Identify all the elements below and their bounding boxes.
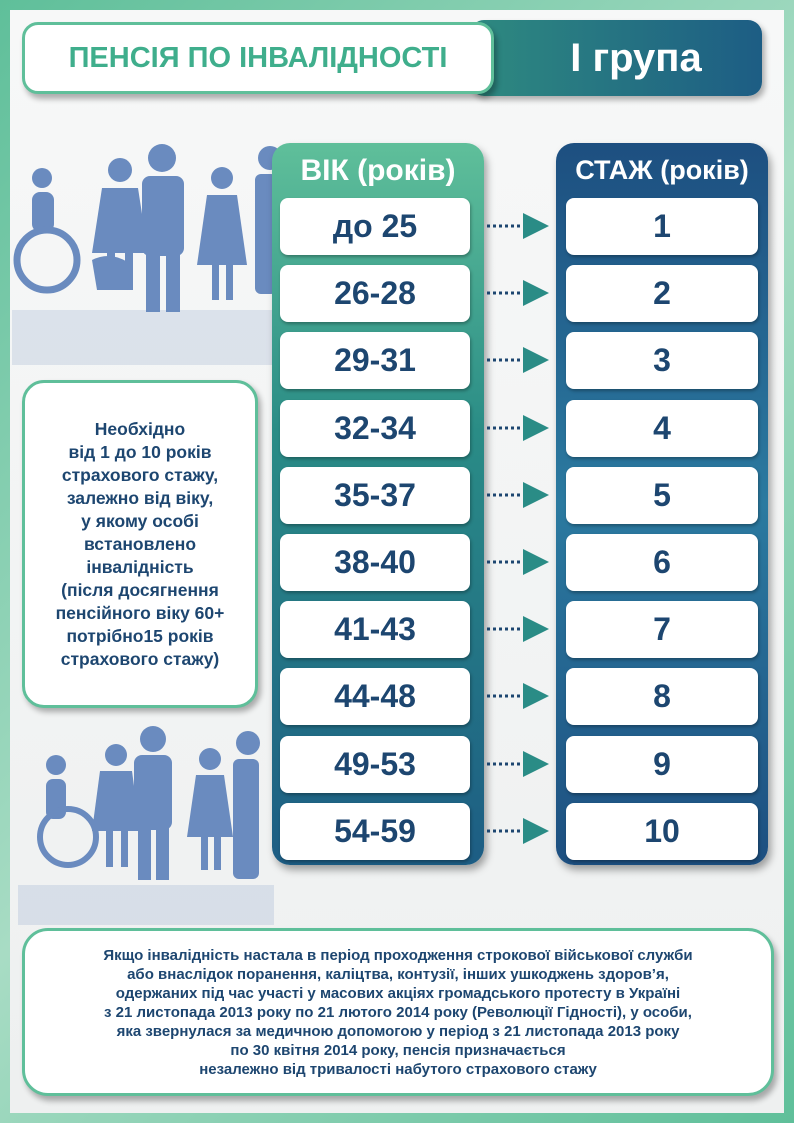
note-line: страхового стажу,: [61, 464, 219, 485]
age-range-cell: 44-48: [280, 668, 470, 726]
age-range-cell: 26-28: [280, 265, 470, 323]
dotted-arrow-icon: [487, 817, 549, 844]
footer-line: незалежно від тривалості набутого страхо…: [199, 1060, 597, 1078]
dotted-arrow-icon: [487, 347, 549, 374]
experience-years-cell: 10: [566, 802, 758, 860]
age-column: ВІК (років) до 25 26-28 29-31 32-34 35-37 38-…: [272, 143, 484, 865]
footer-line: по 30 квітня 2014 року, пенсія призначає…: [230, 1041, 566, 1059]
age-column-header: ВІК (років): [300, 153, 456, 187]
dotted-arrow-icon: [487, 280, 549, 307]
dotted-arrow-icon: [487, 616, 549, 643]
experience-years-cell: 1: [566, 198, 758, 255]
note-line: залежно від віку,: [66, 487, 214, 508]
note-line: інвалідність: [86, 556, 194, 577]
people-with-disabilities-illustration-bottom: [18, 726, 274, 925]
requirement-note: Необхідно від 1 до 10 років страхового ста…: [22, 380, 258, 708]
age-range-cell: 41-43: [280, 601, 470, 659]
experience-years-cell: 6: [566, 534, 758, 591]
age-range-cell: 35-37: [280, 466, 470, 524]
dotted-arrow-icon: [487, 683, 549, 710]
dotted-arrow-icon: [487, 481, 549, 508]
footer-line: Якщо інвалідність настала в період прохо…: [103, 946, 693, 964]
experience-years-cell: 9: [566, 735, 758, 793]
note-line: від 1 до 10 років: [68, 441, 212, 462]
dotted-arrow-icon: [487, 414, 549, 441]
experience-years-cell: 8: [566, 668, 758, 726]
note-line: встановлено: [83, 533, 197, 554]
group-label: І група: [570, 35, 702, 80]
experience-years-cell: 3: [566, 332, 758, 390]
dotted-arrow-icon: [487, 213, 549, 239]
age-range-cell: 38-40: [280, 534, 470, 591]
note-line: (після досягнення: [61, 579, 219, 600]
note-line: у якому особі: [81, 510, 199, 531]
age-range-cell: 49-53: [280, 735, 470, 793]
footer-line: з 21 листопада 2013 року по 21 лютого 20…: [104, 1003, 692, 1021]
age-range-cell: 32-34: [280, 399, 470, 457]
group-badge: І група: [470, 20, 762, 96]
age-range-cell: до 25: [280, 198, 470, 255]
dotted-arrow-icon: [487, 750, 549, 777]
age-range-cell: 54-59: [280, 802, 470, 860]
note-line: потрібно15 років: [66, 625, 214, 646]
note-line: Необхідно: [94, 418, 186, 439]
experience-column: СТАЖ (років) 1 2 3 4 5 6 7 8 9 10: [556, 143, 768, 865]
page-title: ПЕНСІЯ ПО ІНВАЛІДНОСТІ: [22, 22, 494, 94]
note-line: пенсійного віку 60+: [55, 602, 225, 623]
note-line: страхового стажу): [60, 648, 220, 669]
experience-years-cell: 5: [566, 466, 758, 524]
people-with-disabilities-illustration-top: [12, 144, 277, 365]
footer-line: або внаслідок поранення, каліцтва, конту…: [127, 965, 669, 983]
experience-column-header: СТАЖ (років): [575, 155, 749, 185]
experience-years-cell: 7: [566, 601, 758, 659]
experience-years-cell: 2: [566, 265, 758, 323]
age-range-cell: 29-31: [280, 332, 470, 390]
dotted-arrow-icon: [487, 549, 549, 575]
footer-line: одержаних під час участі у масових акція…: [115, 984, 681, 1002]
experience-years-cell: 4: [566, 399, 758, 457]
exception-note: Якщо інвалідність настала в період прохо…: [22, 928, 774, 1096]
page-title-text: ПЕНСІЯ ПО ІНВАЛІДНОСТІ: [68, 41, 448, 74]
footer-line: яка звернулася за медичною допомогою у п…: [116, 1022, 680, 1040]
